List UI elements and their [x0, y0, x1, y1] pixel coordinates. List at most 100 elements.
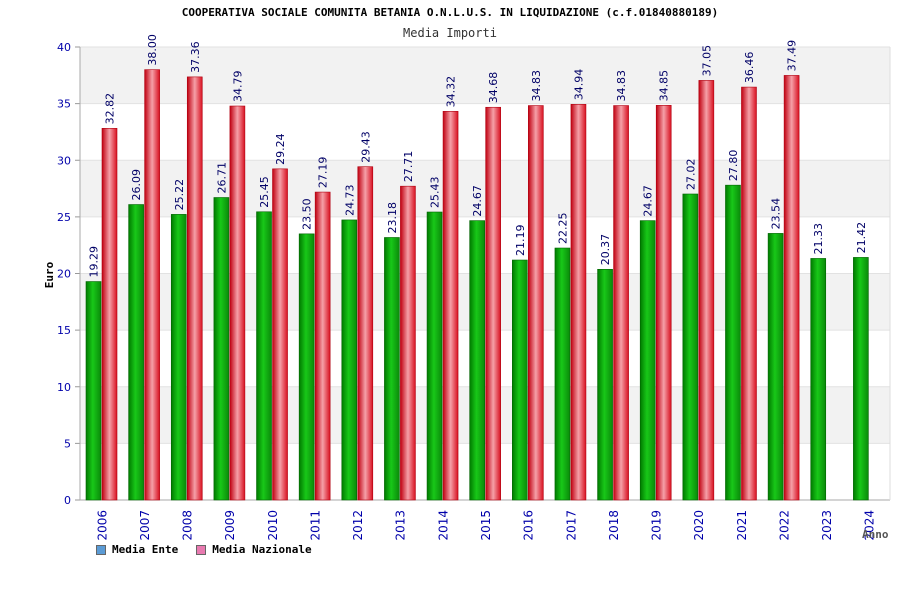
x-tick-label: 2022	[777, 510, 791, 541]
bar-media-nazionale-2009	[229, 105, 246, 501]
x-tick-label: 2013	[394, 510, 408, 541]
bar-media-ente-2013	[384, 237, 400, 501]
legend-label-media-ente: Media Ente	[112, 543, 179, 556]
bar-media-nazionale-2021	[741, 86, 757, 501]
data-label-media-nazionale-2016: 34.83	[530, 70, 543, 102]
data-label-media-ente-2019: 24.67	[642, 185, 655, 217]
x-tick-label: 2018	[607, 510, 621, 541]
data-label-media-ente-2008: 25.22	[173, 179, 186, 211]
y-tick-label: 10	[57, 381, 71, 394]
legend-label-media-nazionale: Media Nazionale	[212, 543, 312, 556]
x-tick-label: 2015	[479, 510, 493, 541]
bar-media-nazionale-2020	[698, 80, 715, 501]
bar-media-nazionale-2008	[186, 76, 203, 501]
chart-subtitle: Media Importi	[403, 26, 497, 40]
data-label-media-ente-2011: 23.50	[301, 198, 314, 230]
data-label-media-nazionale-2019: 34.85	[658, 70, 671, 102]
bar-media-ente-2020	[682, 193, 699, 501]
bar-media-ente-2012	[341, 219, 358, 501]
bar-media-nazionale-2015	[485, 106, 501, 501]
data-label-media-ente-2012: 24.73	[343, 184, 356, 216]
legend-swatch-media-nazionale	[196, 544, 207, 555]
x-tick-label: 2024	[863, 510, 877, 541]
chart-title: COOPERATIVA SOCIALE COMUNITA BETANIA O.N…	[181, 6, 719, 19]
bar-media-ente-2014	[426, 211, 443, 501]
bar-media-nazionale-2011	[314, 191, 331, 501]
data-label-media-nazionale-2020: 37.05	[700, 45, 713, 77]
y-tick-label: 15	[57, 324, 71, 337]
bar-media-nazionale-2013	[400, 185, 416, 501]
y-tick-label: 5	[64, 437, 71, 450]
legend: Media Ente Media Nazionale	[96, 543, 312, 556]
bar-media-nazionale-2014	[442, 111, 459, 501]
bar-media-nazionale-2018	[613, 105, 629, 501]
data-label-media-ente-2017: 22.25	[556, 213, 569, 245]
x-tick-label: 2010	[266, 510, 280, 541]
data-label-media-ente-2021: 27.80	[727, 150, 740, 182]
data-label-media-nazionale-2022: 37.49	[786, 40, 799, 72]
bar-media-ente-2018	[597, 269, 613, 501]
bar-media-nazionale-2016	[528, 105, 544, 501]
bar-media-nazionale-2010	[272, 168, 288, 501]
bar-media-ente-2022	[767, 233, 784, 501]
y-tick-label: 0	[64, 494, 71, 507]
data-label-media-nazionale-2011: 27.19	[317, 157, 330, 189]
bar-media-ente-2009	[213, 197, 230, 501]
x-tick-label: 2021	[735, 510, 749, 541]
x-tick-label: 2020	[692, 510, 706, 541]
x-tick-label: 2016	[522, 510, 536, 541]
y-tick-label: 30	[57, 154, 71, 167]
data-label-media-ente-2023: 21.33	[812, 223, 825, 255]
bar-media-ente-2010	[256, 211, 272, 501]
y-tick-label: 40	[57, 41, 71, 54]
bar-media-ente-2023	[810, 258, 827, 501]
data-label-media-ente-2024: 21.42	[855, 222, 868, 254]
data-label-media-ente-2022: 23.54	[770, 198, 783, 230]
y-tick-label: 20	[57, 268, 71, 281]
x-tick-label: 2023	[820, 510, 834, 541]
data-label-media-ente-2009: 26.71	[215, 162, 228, 194]
bar-media-ente-2015	[469, 220, 485, 501]
data-label-media-nazionale-2006: 32.82	[104, 93, 117, 125]
x-tick-label: 2007	[138, 510, 152, 541]
data-label-media-ente-2018: 20.37	[599, 234, 612, 266]
bar-media-nazionale-2012	[357, 166, 374, 501]
data-label-media-ente-2015: 24.67	[471, 185, 484, 217]
data-label-media-ente-2007: 26.09	[130, 169, 143, 201]
bar-media-ente-2021	[725, 184, 741, 501]
data-label-media-ente-2014: 25.43	[429, 177, 442, 209]
x-tick-label: 2008	[181, 510, 195, 541]
data-label-media-nazionale-2015: 34.68	[487, 72, 500, 104]
bar-media-ente-2006	[85, 281, 102, 501]
data-label-media-nazionale-2014: 34.32	[445, 76, 458, 108]
x-tick-label: 2019	[650, 510, 664, 541]
data-label-media-nazionale-2013: 27.71	[402, 151, 415, 183]
data-label-media-ente-2020: 27.02	[684, 158, 697, 190]
data-label-media-nazionale-2012: 29.43	[359, 131, 372, 163]
data-label-media-nazionale-2017: 34.94	[572, 69, 585, 101]
bar-media-ente-2017	[554, 247, 571, 501]
y-tick-label: 25	[57, 211, 71, 224]
bar-media-ente-2024	[853, 257, 869, 501]
data-label-media-ente-2016: 21.19	[514, 225, 527, 257]
data-label-media-ente-2006: 19.29	[88, 246, 101, 278]
bar-media-nazionale-2022	[783, 75, 800, 501]
bar-media-nazionale-2019	[655, 105, 672, 501]
bar-media-ente-2019	[639, 220, 656, 501]
bar-media-nazionale-2007	[144, 69, 160, 501]
bar-media-ente-2007	[128, 204, 144, 501]
legend-item-media-nazionale: Media Nazionale	[196, 543, 312, 556]
x-tick-label: 2006	[95, 510, 109, 541]
data-label-media-nazionale-2010: 29.24	[274, 133, 287, 165]
data-label-media-nazionale-2018: 34.83	[615, 70, 628, 102]
data-label-media-ente-2013: 23.18	[386, 202, 399, 234]
legend-swatch-media-ente	[96, 544, 106, 555]
data-label-media-nazionale-2007: 38.00	[146, 34, 159, 66]
data-label-media-nazionale-2021: 36.46	[743, 52, 756, 84]
x-axis-label: Anno	[862, 528, 889, 541]
data-label-media-nazionale-2008: 37.36	[189, 41, 202, 73]
x-tick-label: 2014	[436, 510, 450, 541]
data-label-media-nazionale-2009: 34.79	[231, 71, 244, 103]
bar-media-nazionale-2006	[101, 128, 118, 501]
